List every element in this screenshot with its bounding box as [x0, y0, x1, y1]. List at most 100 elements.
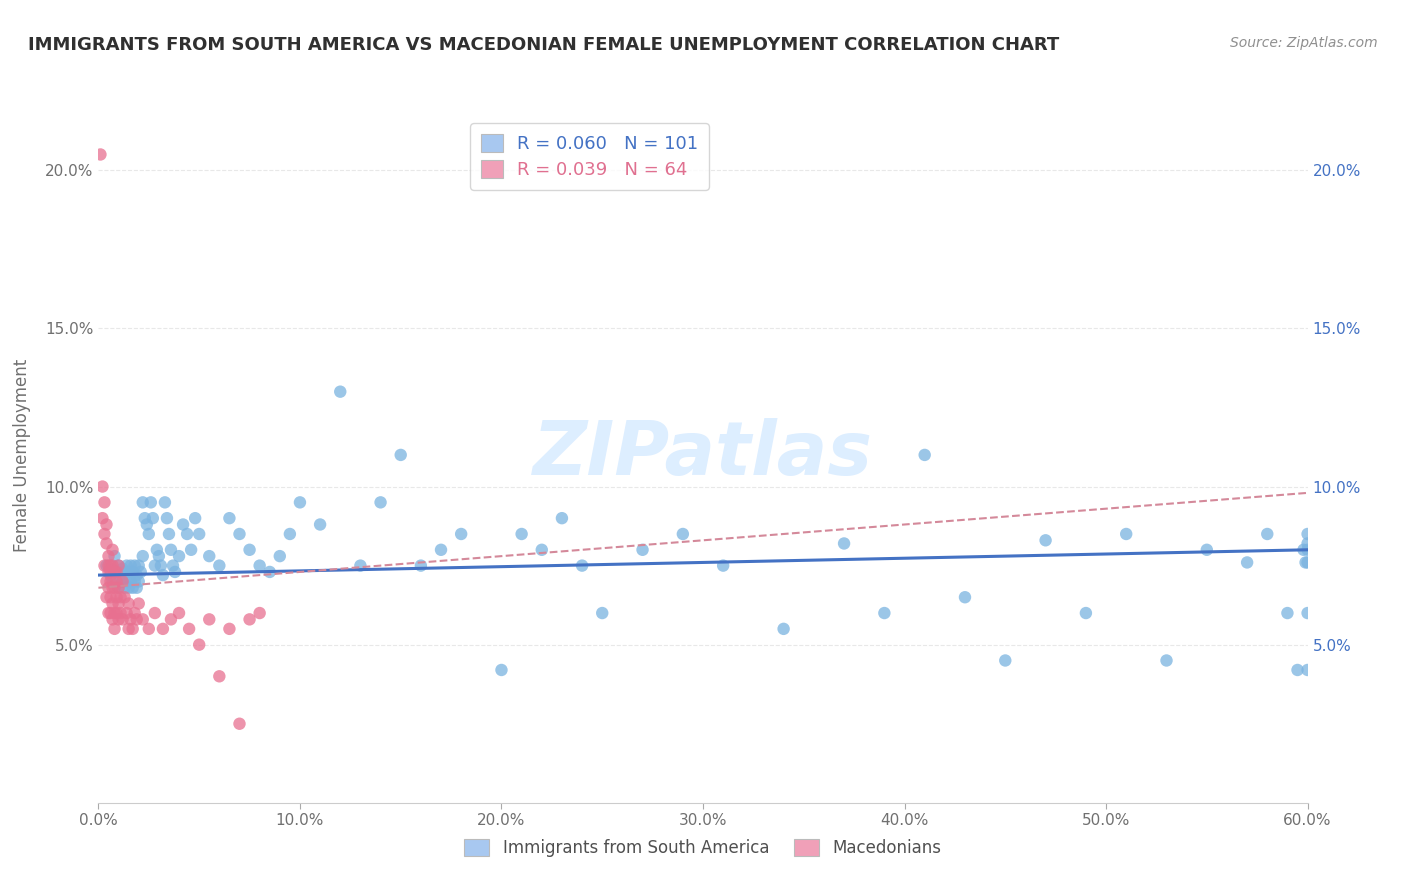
Point: [132, 612, 155, 626]
Point: [1286, 663, 1309, 677]
Point: [349, 558, 371, 573]
Point: [389, 448, 412, 462]
Point: [152, 568, 174, 582]
Point: [100, 606, 122, 620]
Point: [1296, 542, 1319, 557]
Point: [105, 565, 128, 579]
Point: [125, 612, 148, 626]
Point: [101, 558, 124, 573]
Point: [110, 568, 132, 582]
Point: [571, 558, 593, 573]
Point: [228, 716, 250, 731]
Point: [103, 549, 125, 563]
Point: [115, 606, 138, 620]
Point: [146, 542, 169, 557]
Y-axis label: Female Unemployment: Female Unemployment: [13, 359, 31, 551]
Point: [115, 574, 138, 589]
Point: [129, 565, 152, 579]
Point: [110, 606, 132, 620]
Point: [167, 606, 190, 620]
Text: IMMIGRANTS FROM SOUTH AMERICA VS MACEDONIAN FEMALE UNEMPLOYMENT CORRELATION CHAR: IMMIGRANTS FROM SOUTH AMERICA VS MACEDON…: [28, 36, 1059, 54]
Point: [188, 638, 211, 652]
Point: [530, 542, 553, 557]
Point: [167, 549, 190, 563]
Point: [107, 612, 129, 626]
Point: [138, 622, 160, 636]
Point: [179, 622, 201, 636]
Point: [218, 511, 240, 525]
Point: [121, 622, 143, 636]
Point: [1195, 542, 1218, 557]
Point: [1256, 527, 1278, 541]
Point: [100, 574, 122, 589]
Point: [450, 527, 472, 541]
Point: [160, 542, 183, 557]
Point: [953, 591, 976, 605]
Point: [208, 558, 231, 573]
Point: [128, 558, 150, 573]
Point: [1074, 606, 1097, 620]
Point: [105, 591, 128, 605]
Point: [97, 581, 120, 595]
Point: [1296, 556, 1319, 570]
Point: [97, 549, 120, 563]
Point: [105, 565, 128, 579]
Text: Source: ZipAtlas.com: Source: ZipAtlas.com: [1230, 36, 1378, 50]
Point: [1156, 653, 1178, 667]
Point: [115, 558, 138, 573]
Point: [152, 622, 174, 636]
Point: [107, 581, 129, 595]
Point: [114, 581, 136, 595]
Point: [107, 558, 129, 573]
Point: [105, 606, 128, 620]
Point: [1277, 606, 1299, 620]
Point: [163, 565, 186, 579]
Point: [309, 517, 332, 532]
Point: [103, 581, 125, 595]
Point: [96, 558, 118, 573]
Point: [149, 558, 172, 573]
Point: [157, 527, 180, 541]
Point: [100, 565, 122, 579]
Point: [208, 669, 231, 683]
Point: [101, 597, 124, 611]
Point: [1115, 527, 1137, 541]
Point: [139, 495, 162, 509]
Point: [672, 527, 695, 541]
Point: [142, 511, 165, 525]
Point: [91, 511, 114, 525]
Point: [1296, 663, 1319, 677]
Point: [134, 511, 156, 525]
Point: [172, 517, 194, 532]
Point: [101, 542, 124, 557]
Point: [143, 558, 166, 573]
Point: [107, 581, 129, 595]
Point: [124, 606, 146, 620]
Point: [148, 549, 170, 563]
Point: [96, 517, 118, 532]
Point: [110, 591, 132, 605]
Point: [93, 495, 115, 509]
Point: [135, 517, 157, 532]
Point: [160, 612, 183, 626]
Point: [120, 574, 142, 589]
Point: [1296, 527, 1319, 541]
Point: [120, 612, 142, 626]
Point: [101, 574, 124, 589]
Point: [121, 581, 143, 595]
Point: [198, 549, 221, 563]
Point: [249, 558, 271, 573]
Point: [118, 581, 141, 595]
Point: [711, 558, 734, 573]
Point: [96, 536, 118, 550]
Point: [111, 574, 134, 589]
Point: [124, 558, 146, 573]
Point: [269, 549, 291, 563]
Point: [138, 527, 160, 541]
Point: [118, 597, 141, 611]
Point: [329, 384, 352, 399]
Point: [93, 558, 115, 573]
Point: [1236, 556, 1258, 570]
Point: [118, 622, 141, 636]
Point: [111, 574, 134, 589]
